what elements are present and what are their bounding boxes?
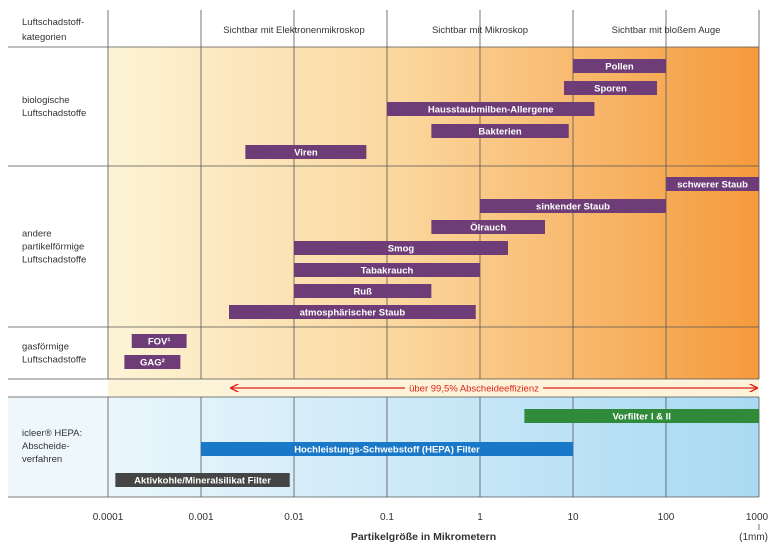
pollutant-bar-label: Bakterien	[478, 127, 521, 138]
pollutant-bar-ruß	[294, 284, 432, 298]
category-header-line1: Luftschadstoff-	[22, 17, 84, 28]
pollutant-bar-viren	[245, 145, 367, 159]
pollutant-bar-bakterien	[431, 124, 569, 138]
x-axis-title: Partikelgröße in Mikrometern	[351, 531, 496, 543]
pollutant-bar-label: Viren	[294, 148, 318, 159]
group-label: Luftschadstoffe	[22, 108, 86, 119]
efficiency-label: über 99,5% Abscheideeffizienz	[409, 384, 539, 395]
pollutant-bar-pollen	[573, 59, 666, 73]
pollutant-bar-sinkender-staub	[480, 199, 666, 213]
pollutant-bar-label: Ruß	[353, 287, 372, 298]
pollutant-bar-atmosphärischer-staub	[228, 305, 476, 319]
group-label: biologische	[22, 95, 70, 106]
category-header-line2: kategorien	[22, 32, 66, 43]
group-label: partikelförmige	[22, 242, 84, 253]
group-label: Luftschadstoffe	[22, 255, 86, 266]
pollutant-bar-gag	[124, 355, 181, 369]
pollutant-bar-label: schwerer Staub	[677, 180, 748, 191]
group-label: gasförmige	[22, 342, 69, 353]
x-tick-label: 0.1	[380, 512, 394, 523]
pollutant-bar-label: Smog	[388, 244, 415, 255]
x-axis-ticks: 0.0001 0.001 0.01 0.1 1 10 100 1000 (1mm)	[93, 512, 769, 543]
pollutant-bar-label: Ölrauch	[470, 223, 506, 234]
filter-group-label: verfahren	[22, 454, 62, 465]
filter-label-background	[8, 397, 108, 497]
pollutant-bar-smog	[294, 241, 508, 255]
efficiency-range: über 99,5% Abscheideeffizienz	[231, 382, 757, 396]
x-tick-label: 0.0001	[93, 512, 124, 523]
filter-group-label: icleer® HEPA:	[22, 428, 82, 439]
visibility-header: Sichtbar mit Mikroskop	[432, 25, 528, 36]
group-labels: biologische Luftschadstoffe andere partikel…	[22, 95, 86, 366]
pollutant-bar-label: GAG²	[140, 358, 165, 369]
group-label: Luftschadstoffe	[22, 355, 86, 366]
filter-bar-label: Vorfilter I & II	[612, 412, 670, 423]
x-tick-label: 1	[477, 512, 483, 523]
x-tick-label: 0.001	[188, 512, 213, 523]
pollutant-bar-label: FOV¹	[148, 337, 171, 348]
filter-bars: icleer® HEPA: Abscheide-verfahren Vorfilte…	[22, 409, 759, 487]
group-label: andere	[22, 229, 52, 240]
pollutant-bar-tabakrauch	[294, 263, 480, 277]
filter-bar-label: Aktivkohle/Mineralsilikat Filter	[134, 476, 271, 487]
pollutant-bar-label: sinkender Staub	[536, 202, 610, 213]
x-tick-label: 1000	[746, 512, 769, 523]
pollutant-bar-label: Pollen	[605, 62, 634, 73]
pollutant-bar-label: Hausstaubmilben-Allergene	[428, 105, 554, 116]
pollutant-bar-sporen	[563, 81, 657, 95]
x-end-note: (1mm)	[739, 532, 768, 543]
filter-bar-label: Hochleistungs-Schwebstoff (HEPA) Filter	[294, 445, 480, 456]
filter-group-label: Abscheide-	[22, 441, 70, 452]
pollutant-bar-fov	[131, 334, 187, 348]
x-tick-label: 10	[567, 512, 579, 523]
filter-bar-hochleistungs-schwebstoff-hepa-filter	[201, 442, 573, 456]
visibility-header: Sichtbar mit bloßem Auge	[612, 25, 721, 36]
filter-bar-aktivkohle-mineralsilikat-filter	[115, 473, 290, 487]
pollutant-bar-label: Sporen	[594, 84, 627, 95]
visibility-header: Sichtbar mit Elektronenmikroskop	[223, 25, 365, 36]
visibility-headers: Luftschadstoff- kategorien Sichtbar mit …	[22, 17, 720, 43]
pollutant-bars: Pollen Sporen Hausstaubmilben-Allergene Bak…	[124, 59, 759, 369]
pollutant-bar-hausstaubmilben-allergene	[387, 102, 595, 116]
filter-bar-vorfilter-i-ii	[524, 409, 759, 423]
x-tick-label: 100	[658, 512, 675, 523]
efficiency-label-background	[405, 382, 544, 396]
x-tick-label: 0.01	[284, 512, 304, 523]
pollutant-bar-label: Tabakrauch	[361, 266, 414, 277]
pollutant-bar-ölrauch	[431, 220, 546, 234]
pollutant-bar-schwerer-staub	[666, 177, 759, 191]
pollutant-bar-label: atmosphärischer Staub	[300, 308, 406, 319]
